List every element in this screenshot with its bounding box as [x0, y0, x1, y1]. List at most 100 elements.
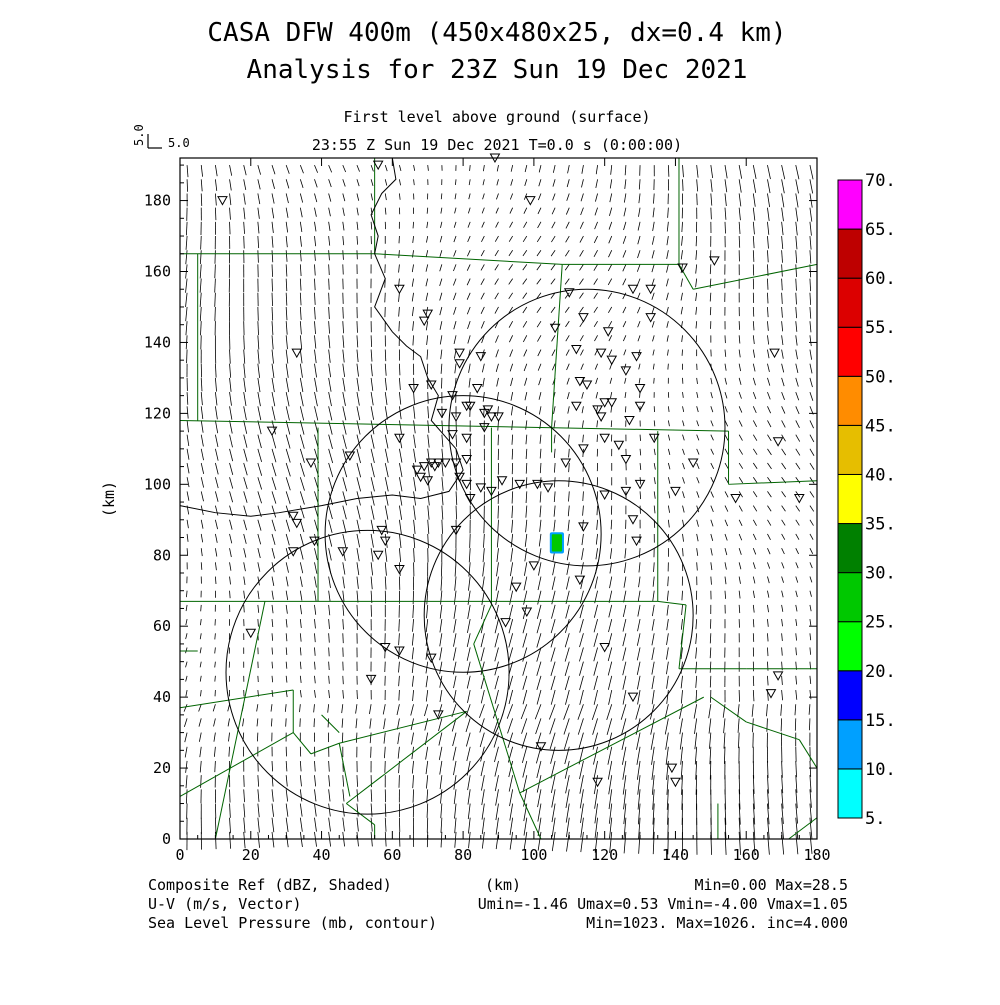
wind-vector	[697, 193, 698, 205]
reference-vector-key: 5.0 5.0	[132, 124, 190, 150]
colorbar: 5.10.15.20.25.30.35.40.45.50.55.60.65.70…	[838, 171, 896, 829]
y-tick-label: 20	[153, 759, 171, 777]
wind-vector	[611, 420, 612, 427]
wind-vector	[710, 761, 711, 779]
colorbar-swatch	[838, 720, 862, 769]
colorbar-swatch	[838, 769, 862, 818]
wind-vector	[696, 236, 697, 246]
wind-vector	[187, 179, 188, 191]
colorbar-swatch	[838, 425, 862, 474]
wind-vector	[456, 548, 457, 562]
colorbar-label: 70.	[865, 171, 896, 191]
colorbar-label: 20.	[865, 662, 896, 682]
footer-refl-label: Composite Ref (dBZ, Shaded)	[148, 876, 392, 894]
wind-vector	[357, 321, 358, 333]
x-tick-label: 160	[733, 846, 760, 864]
wind-vector	[399, 321, 400, 331]
footer-pressure-range: Min=1023. Max=1026. inc=4.000	[586, 914, 848, 932]
wind-vector	[230, 789, 231, 802]
wind-vector	[343, 307, 344, 319]
y-tick-label: 160	[144, 263, 171, 281]
wind-vector	[767, 662, 768, 671]
level-subtitle: First level above ground (surface)	[343, 108, 650, 126]
y-tick-label: 60	[153, 617, 171, 635]
colorbar-swatch	[838, 524, 862, 573]
colorbar-label: 45.	[865, 416, 896, 436]
colorbar-label: 60.	[865, 269, 896, 289]
colorbar-swatch	[838, 278, 862, 327]
wind-vector	[258, 250, 259, 262]
x-tick-label: 180	[803, 846, 830, 864]
wind-vector	[272, 279, 273, 292]
colorbar-label: 30.	[865, 564, 896, 584]
wind-vector	[385, 350, 386, 362]
wind-vector	[767, 647, 768, 656]
reference-vector-u-label: 5.0	[168, 136, 190, 150]
colorbar-swatch	[838, 622, 862, 671]
wind-vector	[696, 605, 697, 615]
wind-vector	[484, 520, 485, 534]
wind-vector	[272, 293, 273, 306]
chart-title-line1: CASA DFW 400m (450x480x25, dx=0.4 km)	[207, 18, 786, 48]
colorbar-label: 55.	[865, 318, 896, 338]
wind-vector	[753, 250, 754, 262]
y-tick-label: 140	[144, 333, 171, 351]
wind-vector	[272, 647, 273, 654]
reflectivity-layer	[550, 532, 564, 553]
y-tick-label: 180	[144, 192, 171, 210]
wind-vector	[385, 647, 386, 658]
wind-vector	[272, 662, 273, 669]
plot-area	[180, 154, 817, 855]
wind-vector	[710, 633, 711, 643]
y-tick-label: 40	[153, 688, 171, 706]
colorbar-label: 5.	[865, 809, 885, 829]
wind-vector	[498, 506, 499, 519]
x-tick-label: 40	[313, 846, 331, 864]
colorbar-label: 50.	[865, 367, 896, 387]
colorbar-swatch	[838, 229, 862, 278]
wind-vector	[654, 378, 655, 384]
x-tick-label: 140	[662, 846, 689, 864]
wind-vector	[215, 676, 216, 682]
footer-wind-label: U-V (m/s, Vector)	[148, 895, 302, 913]
wind-vector	[512, 449, 513, 460]
chart-title-line2: Analysis for 23Z Sun 19 Dec 2021	[247, 55, 748, 85]
colorbar-label: 10.	[865, 760, 896, 780]
wind-vector	[414, 378, 415, 390]
x-tick-label: 0	[175, 846, 184, 864]
wind-vector	[597, 435, 598, 442]
reflectivity-cell-core	[552, 534, 562, 551]
wind-vector	[201, 193, 202, 205]
wind-vector	[456, 506, 457, 520]
wind-vector	[244, 775, 245, 787]
wind-vector	[201, 605, 202, 611]
wind-vector	[187, 350, 188, 364]
x-tick-label: 120	[591, 846, 618, 864]
colorbar-label: 15.	[865, 711, 896, 731]
x-tick-label: 100	[520, 846, 547, 864]
wind-vector	[343, 633, 344, 643]
wind-vector	[470, 534, 471, 548]
wind-vector	[413, 222, 414, 229]
wind-vector	[711, 208, 712, 220]
time-subtitle: 23:55 Z Sun 19 Dec 2021 T=0.0 s (0:00:00…	[312, 136, 682, 154]
wind-vector	[343, 676, 344, 684]
wind-vector	[371, 335, 372, 347]
y-tick-label: 120	[144, 404, 171, 422]
wind-vector	[710, 676, 711, 688]
x-axis-label: (km)	[485, 876, 521, 894]
colorbar-swatch	[838, 573, 862, 622]
colorbar-label: 40.	[865, 465, 896, 485]
y-axis-label: (km)	[100, 481, 118, 517]
footer-refl-range: Min=0.00 Max=28.5	[694, 876, 848, 894]
wind-vector	[427, 208, 428, 214]
wind-vector	[725, 222, 726, 234]
x-tick-label: 20	[242, 846, 260, 864]
colorbar-label: 25.	[865, 613, 896, 633]
wind-vector	[230, 222, 231, 234]
y-tick-label: 0	[162, 830, 171, 848]
x-tick-label: 60	[383, 846, 401, 864]
wind-vector	[668, 364, 669, 370]
